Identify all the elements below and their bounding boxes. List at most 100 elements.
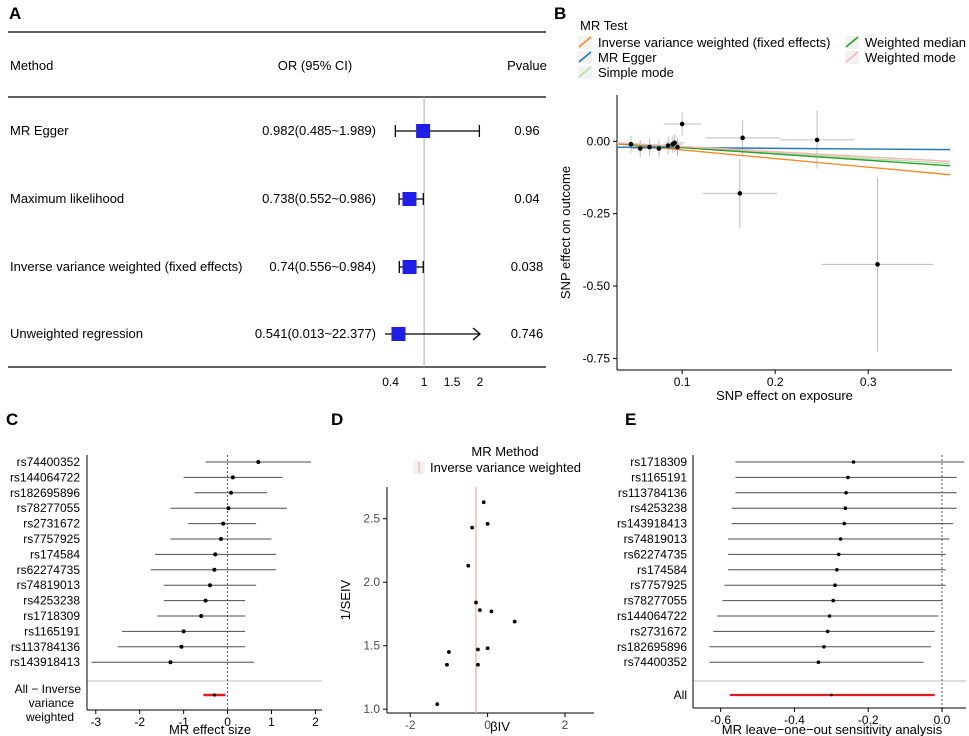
scatter-point [665, 143, 671, 148]
snp-effect-point [230, 475, 235, 480]
legend-label: Inverse variance weighted [430, 460, 581, 475]
legend-title: MR Test [580, 18, 628, 33]
funnel-point [447, 650, 451, 654]
y-tick-label: -0.25 [583, 207, 611, 221]
row-method-label: Unweighted regression [10, 326, 143, 341]
snp-label: rs144064722 [617, 609, 687, 623]
x-tick-label: 2 [477, 375, 484, 389]
x-axis-label: MR leave−one−out sensitivity analysis [722, 722, 943, 736]
x-tick-label: 0.2 [767, 375, 784, 389]
snp-effect-point [226, 506, 231, 511]
snp-effect-point [831, 598, 835, 603]
regression-line [616, 143, 951, 176]
summary-label: All [674, 688, 687, 702]
scatter-point [740, 135, 745, 141]
x-tick-label: 0.4 [382, 375, 399, 389]
legend-title: MR Method [471, 444, 538, 459]
scatter-point [737, 191, 743, 196]
snp-label: rs143918413 [617, 517, 687, 531]
snp-effect-point [199, 614, 204, 618]
x-tick-label: 2 [562, 718, 569, 732]
funnel-point [435, 702, 440, 707]
scatter-point [814, 137, 820, 143]
x-axis-label: βIV [490, 719, 510, 734]
row-pvalue: 0.04 [514, 191, 539, 206]
snp-label: rs174584 [637, 563, 687, 577]
snp-effect-point [846, 475, 850, 480]
y-tick-label: -0.75 [583, 351, 611, 365]
legend-label: Weighted median [865, 35, 966, 50]
x-tick-label: 0.3 [860, 375, 877, 389]
snp-label: rs1165191 [631, 470, 687, 484]
funnel-point [476, 647, 480, 652]
snp-label: rs143918413 [10, 655, 80, 669]
panel-letter-e: E [625, 410, 636, 429]
snp-effect-point [213, 552, 218, 557]
snp-effect-point [844, 491, 848, 495]
snp-label: rs74400352 [17, 455, 81, 469]
snp-label: rs174584 [30, 547, 80, 561]
y-axis-label: 1/SEIV [338, 579, 353, 620]
snp-effect-point [835, 568, 839, 572]
snp-effect-point [838, 537, 843, 541]
row-or-ci: 0.738(0.552~0.986) [262, 191, 376, 206]
funnel-point [474, 600, 478, 605]
legend-label: Simple mode [598, 65, 674, 80]
x-tick-label: 0 [224, 715, 231, 729]
x-tick-label: -2 [405, 718, 416, 732]
snp-label: rs7757925 [23, 532, 80, 546]
summary-label: weighted [25, 710, 74, 724]
funnel-point [481, 500, 486, 505]
snp-effect-point [851, 460, 856, 464]
snp-effect-point [218, 537, 223, 541]
snp-effect-point [212, 567, 217, 572]
funnel-point [476, 662, 480, 667]
snp-label: rs62274735 [624, 547, 688, 561]
scatter-point [672, 140, 677, 146]
x-tick-label: 1 [421, 375, 428, 389]
scatter-point [637, 146, 643, 151]
regression-line [616, 142, 951, 167]
y-tick-label: 2.5 [363, 512, 380, 526]
x-axis-label: SNP effect on exposure [716, 388, 853, 403]
panel-letter-a: A [9, 4, 21, 23]
snp-label: rs4253238 [630, 501, 687, 515]
row-or-ci: 0.982(0.485~1.989) [262, 123, 376, 138]
snp-effect-point [825, 629, 830, 634]
panel-b-scatter-plot: MR Test Inverse variance weighted (fixed … [558, 18, 966, 403]
x-tick-label: 1.5 [444, 375, 461, 389]
legend-label: Weighted mode [865, 50, 956, 65]
scatter-point [647, 144, 652, 150]
snp-label: rs2731672 [630, 624, 687, 638]
x-tick-label: 2 [312, 715, 319, 729]
row-pvalue: 0.038 [511, 259, 544, 274]
y-axis-label: SNP effect on outcome [558, 166, 573, 299]
snp-effect-point [203, 598, 208, 603]
row-method-label: MR Egger [10, 123, 69, 138]
snp-effect-point [229, 490, 234, 495]
x-tick-label: 0.0 [934, 713, 951, 727]
snp-label: rs62274735 [17, 563, 81, 577]
row-or-ci: 0.541(0.013~22.377) [255, 326, 376, 341]
x-tick-label: -0.6 [710, 713, 731, 727]
legend-swatch [845, 36, 859, 48]
row-or-ci: 0.74(0.556~0.984) [269, 259, 376, 274]
y-tick-label: 0.00 [587, 134, 611, 148]
ci-arrow [472, 327, 481, 341]
snp-label: rs113784136 [618, 486, 687, 500]
panel-a-forest-plot: Method OR (95% CI) Pvalue MR Egger 0.982(… [8, 31, 547, 389]
snp-label: rs74819013 [17, 578, 81, 592]
y-tick-label: 1.5 [363, 639, 380, 653]
x-tick-label: 0 [484, 718, 491, 732]
snp-effect-point [256, 460, 261, 464]
snp-effect-point [168, 660, 173, 665]
funnel-point [489, 609, 494, 614]
x-axis-label: MR effect size [169, 722, 251, 736]
summary-label: All − Inverse [15, 682, 82, 696]
snp-label: rs78277055 [624, 594, 688, 608]
panel-letter-d: D [331, 410, 343, 429]
snp-effect-point [843, 506, 848, 511]
snp-label: rs7757925 [630, 578, 687, 592]
